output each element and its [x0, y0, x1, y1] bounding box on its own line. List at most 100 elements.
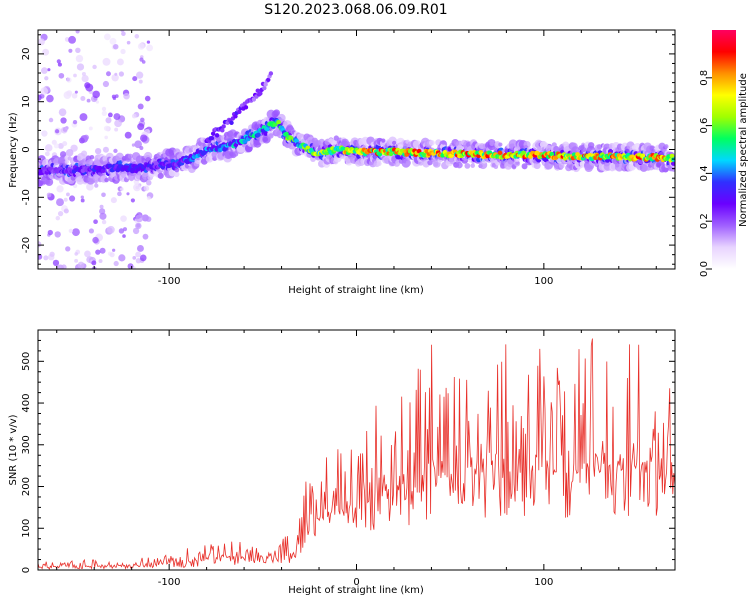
snr-y-tick-label: 100 — [21, 519, 32, 538]
spectrogram-noise-point — [75, 47, 81, 54]
spectrogram-ridge-point — [521, 150, 527, 156]
spectrogram-noise-point — [92, 90, 100, 99]
spectrogram-ridge-point — [284, 131, 289, 137]
spectrogram-noise-point — [102, 146, 109, 153]
spectrogram-halo-point — [587, 142, 595, 149]
spectrogram-noise-point — [107, 112, 113, 118]
snr-x-label: Height of straight line (km) — [288, 585, 424, 596]
spectrogram-noise-point — [140, 117, 145, 123]
spectrogram-noise-point — [145, 216, 152, 222]
snr-ticks: -100 0 100 0 100 200 300 400 500 — [21, 330, 675, 588]
spectrogram-noise-point — [117, 191, 122, 197]
spectrogram-noise-point — [88, 126, 93, 131]
spectrogram-noise-point — [75, 54, 84, 63]
spectrogram-noise-point — [139, 254, 147, 262]
spectrogram-noise-point — [81, 74, 89, 83]
spectrogram-noise-point — [132, 76, 138, 82]
spectrogram-noise-point — [121, 31, 126, 37]
spectrogram-x-label: Height of straight line (km) — [288, 285, 424, 296]
spectrogram-noise-point — [135, 251, 142, 258]
spectrogram-noise-point — [126, 192, 130, 196]
spectrogram-halo-point — [639, 163, 648, 172]
spectrogram-noise-point — [114, 127, 119, 132]
snr-y-tick-label: 500 — [21, 352, 32, 371]
spectrogram-halo-point — [515, 160, 520, 165]
spectrogram-noise-point — [112, 248, 116, 252]
spectrogram-noise-point — [136, 71, 144, 79]
spectrogram-noise-point — [111, 74, 119, 82]
spectrogram-noise-point — [112, 43, 119, 50]
spectrogram-noise-point — [102, 80, 110, 88]
spectrogram-branch-point — [221, 124, 226, 129]
spectrogram-noise-point — [131, 143, 136, 147]
spectrogram-noise-point — [146, 180, 152, 186]
spectrogram-noise-point — [101, 192, 106, 198]
spectrogram-noise-point — [49, 251, 55, 257]
spectrogram-noise-point — [122, 227, 128, 232]
spectrogram-noise-point — [146, 44, 154, 52]
spectrogram-halo-point — [489, 140, 495, 146]
snr-panel: -100 0 100 0 100 200 300 400 500 Height of strai… — [8, 329, 676, 596]
spectrogram-ridge-point — [416, 148, 422, 154]
spectrogram-noise-point — [38, 241, 42, 248]
spectrogram-noise-point — [80, 198, 85, 203]
spectrogram-noise-point — [146, 40, 151, 44]
spectrogram-noise-point — [116, 58, 124, 66]
spectrogram-noise-point — [113, 148, 118, 154]
spectrogram-noise-point — [109, 37, 117, 45]
spectrogram-noise-point — [46, 94, 54, 103]
spectrogram-noise-point — [38, 38, 45, 46]
spectrogram-halo-point — [127, 153, 133, 159]
spectrogram-noise-point — [111, 94, 116, 99]
spectrogram-noise-point — [126, 40, 131, 45]
spectrogram-x-tick-label: -100 — [158, 276, 181, 287]
snr-y-tick-label: 400 — [21, 393, 32, 412]
colorbar: 0.0 0.2 0.4 0.6 0.8 Normalized spectral ampl… — [699, 30, 749, 277]
colorbar-tick-label: 0.8 — [699, 70, 710, 86]
spectrogram-branch-point — [209, 136, 215, 141]
spectrogram-halo-point — [498, 142, 503, 147]
spectrogram-noise-point — [56, 59, 61, 64]
spectrogram-noise-point — [110, 197, 117, 204]
snr-y-label: SNR (10 * v/v) — [8, 414, 19, 485]
spectrogram-halo-point — [128, 175, 135, 182]
spectrogram-branch-point — [229, 120, 234, 125]
spectrogram-ridge-point — [130, 167, 135, 173]
spectrogram-noise-point — [144, 128, 151, 135]
spectrogram-noise-point — [101, 219, 107, 225]
spectrogram-halo-point — [173, 171, 180, 178]
spectrogram-halo-point — [174, 167, 180, 173]
spectrogram-noise-point — [84, 82, 91, 89]
spectrogram-ridge-point — [549, 151, 555, 157]
spectrogram-noise-point — [47, 229, 53, 236]
spectrogram-halo-point — [157, 172, 164, 179]
spectrogram-halo-point — [441, 140, 446, 145]
spectrogram-noise-point — [57, 210, 64, 217]
snr-y-tick-label: 0 — [21, 567, 32, 573]
spectrogram-halo-point — [115, 152, 124, 161]
spectrogram-noise-point — [56, 198, 64, 207]
spectrogram-noise-point — [44, 151, 50, 157]
spectrogram-noise-point — [55, 215, 61, 221]
spectrogram-ridge-point — [233, 142, 239, 148]
spectrogram-halo-point — [253, 139, 262, 148]
spectrogram-noise-point — [83, 134, 89, 141]
spectrogram-noise-point — [65, 246, 71, 252]
spectrogram-halo-point — [662, 166, 669, 173]
spectrogram-noise-point — [137, 123, 145, 131]
spectrogram-noise-point — [76, 63, 85, 71]
spectrogram-noise-point — [73, 73, 77, 78]
spectrogram-noise-point — [86, 98, 91, 103]
spectrogram-noise-point — [137, 42, 145, 50]
spectrogram-noise-point — [120, 215, 127, 222]
spectrogram-branch-point — [210, 131, 216, 136]
spectrogram-ridge-point — [294, 138, 299, 143]
spectrogram-noise-point — [68, 195, 76, 202]
spectrogram-noise-point — [122, 234, 126, 238]
spectrogram-ridge-point — [272, 122, 278, 127]
spectrogram-noise-point — [44, 144, 53, 152]
spectrogram-noise-point — [43, 255, 49, 261]
spectrogram-noise-point — [41, 130, 48, 137]
